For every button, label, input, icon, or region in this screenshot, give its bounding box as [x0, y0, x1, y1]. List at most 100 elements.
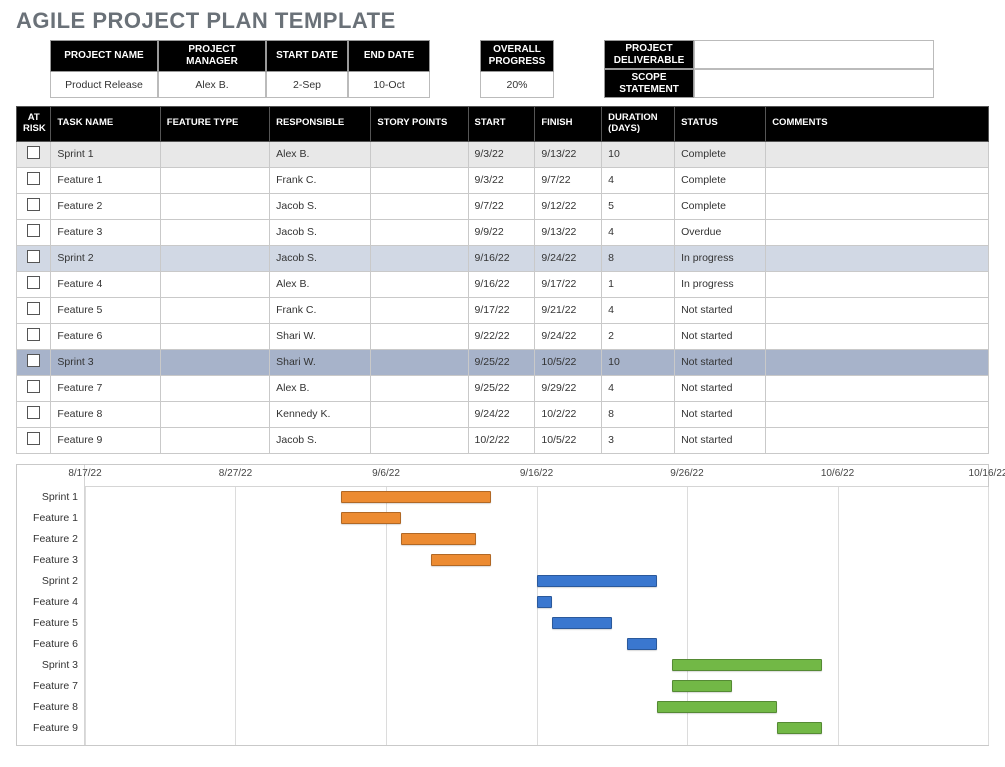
cell-task[interactable]: Feature 8 — [51, 401, 160, 427]
cell-feature_type[interactable] — [160, 245, 269, 271]
cell-comments[interactable] — [766, 323, 989, 349]
info-value[interactable]: 2-Sep — [266, 72, 348, 98]
info-value[interactable]: Product Release — [50, 72, 158, 98]
cell-story_points[interactable] — [371, 401, 468, 427]
cell-responsible[interactable]: Jacob S. — [270, 245, 371, 271]
info-value[interactable]: 10-Oct — [348, 72, 430, 98]
cell-task[interactable]: Feature 3 — [51, 219, 160, 245]
cell-finish[interactable]: 10/5/22 — [535, 349, 602, 375]
cell-status[interactable]: In progress — [675, 245, 766, 271]
cell-duration[interactable]: 4 — [602, 375, 675, 401]
cell-start[interactable]: 9/25/22 — [468, 375, 535, 401]
cell-start[interactable]: 9/22/22 — [468, 323, 535, 349]
cell-task[interactable]: Feature 6 — [51, 323, 160, 349]
cell-comments[interactable] — [766, 271, 989, 297]
gantt-bar[interactable] — [777, 722, 822, 734]
cell-status[interactable]: In progress — [675, 271, 766, 297]
cell-finish[interactable]: 9/17/22 — [535, 271, 602, 297]
cell-responsible[interactable]: Alex B. — [270, 375, 371, 401]
gantt-bar[interactable] — [537, 575, 657, 587]
cell-task[interactable]: Feature 9 — [51, 427, 160, 453]
cell-comments[interactable] — [766, 427, 989, 453]
gantt-bar[interactable] — [431, 554, 491, 566]
at-risk-checkbox[interactable] — [27, 302, 40, 315]
cell-duration[interactable]: 3 — [602, 427, 675, 453]
cell-start[interactable]: 9/9/22 — [468, 219, 535, 245]
cell-start[interactable]: 9/3/22 — [468, 141, 535, 167]
cell-feature_type[interactable] — [160, 141, 269, 167]
gantt-bar[interactable] — [627, 638, 657, 650]
cell-story_points[interactable] — [371, 141, 468, 167]
cell-status[interactable]: Not started — [675, 375, 766, 401]
cell-story_points[interactable] — [371, 323, 468, 349]
gantt-bar[interactable] — [341, 512, 401, 524]
at-risk-checkbox[interactable] — [27, 328, 40, 341]
cell-story_points[interactable] — [371, 427, 468, 453]
cell-task[interactable]: Sprint 3 — [51, 349, 160, 375]
cell-status[interactable]: Complete — [675, 141, 766, 167]
cell-task[interactable]: Feature 2 — [51, 193, 160, 219]
at-risk-checkbox[interactable] — [27, 276, 40, 289]
cell-start[interactable]: 9/25/22 — [468, 349, 535, 375]
cell-status[interactable]: Not started — [675, 401, 766, 427]
cell-feature_type[interactable] — [160, 349, 269, 375]
cell-finish[interactable]: 10/2/22 — [535, 401, 602, 427]
cell-feature_type[interactable] — [160, 401, 269, 427]
cell-responsible[interactable]: Kennedy K. — [270, 401, 371, 427]
cell-finish[interactable]: 9/24/22 — [535, 323, 602, 349]
cell-feature_type[interactable] — [160, 323, 269, 349]
cell-start[interactable]: 9/3/22 — [468, 167, 535, 193]
at-risk-checkbox[interactable] — [27, 354, 40, 367]
cell-feature_type[interactable] — [160, 375, 269, 401]
cell-start[interactable]: 9/16/22 — [468, 271, 535, 297]
gantt-bar[interactable] — [657, 701, 777, 713]
at-risk-checkbox[interactable] — [27, 172, 40, 185]
cell-task[interactable]: Feature 7 — [51, 375, 160, 401]
cell-finish[interactable]: 9/13/22 — [535, 219, 602, 245]
cell-start[interactable]: 9/7/22 — [468, 193, 535, 219]
cell-status[interactable]: Complete — [675, 167, 766, 193]
cell-duration[interactable]: 10 — [602, 141, 675, 167]
cell-story_points[interactable] — [371, 349, 468, 375]
cell-story_points[interactable] — [371, 297, 468, 323]
cell-comments[interactable] — [766, 219, 989, 245]
cell-status[interactable]: Not started — [675, 427, 766, 453]
info-value[interactable] — [694, 40, 934, 69]
info-value[interactable]: Alex B. — [158, 72, 266, 98]
cell-comments[interactable] — [766, 401, 989, 427]
cell-comments[interactable] — [766, 245, 989, 271]
cell-duration[interactable]: 10 — [602, 349, 675, 375]
cell-finish[interactable]: 9/21/22 — [535, 297, 602, 323]
cell-duration[interactable]: 4 — [602, 219, 675, 245]
cell-task[interactable]: Sprint 2 — [51, 245, 160, 271]
cell-responsible[interactable]: Frank C. — [270, 297, 371, 323]
cell-duration[interactable]: 8 — [602, 245, 675, 271]
cell-task[interactable]: Feature 5 — [51, 297, 160, 323]
cell-start[interactable]: 10/2/22 — [468, 427, 535, 453]
cell-duration[interactable]: 4 — [602, 297, 675, 323]
cell-duration[interactable]: 5 — [602, 193, 675, 219]
cell-responsible[interactable]: Jacob S. — [270, 427, 371, 453]
cell-feature_type[interactable] — [160, 167, 269, 193]
at-risk-checkbox[interactable] — [27, 224, 40, 237]
cell-finish[interactable]: 9/12/22 — [535, 193, 602, 219]
cell-feature_type[interactable] — [160, 219, 269, 245]
at-risk-checkbox[interactable] — [27, 198, 40, 211]
cell-responsible[interactable]: Shari W. — [270, 349, 371, 375]
cell-task[interactable]: Feature 4 — [51, 271, 160, 297]
cell-comments[interactable] — [766, 193, 989, 219]
cell-story_points[interactable] — [371, 245, 468, 271]
cell-finish[interactable]: 10/5/22 — [535, 427, 602, 453]
cell-story_points[interactable] — [371, 219, 468, 245]
gantt-bar[interactable] — [401, 533, 476, 545]
cell-responsible[interactable]: Alex B. — [270, 141, 371, 167]
cell-responsible[interactable]: Frank C. — [270, 167, 371, 193]
at-risk-checkbox[interactable] — [27, 146, 40, 159]
info-value[interactable]: 20% — [480, 72, 554, 98]
cell-finish[interactable]: 9/29/22 — [535, 375, 602, 401]
cell-story_points[interactable] — [371, 193, 468, 219]
cell-duration[interactable]: 1 — [602, 271, 675, 297]
cell-duration[interactable]: 8 — [602, 401, 675, 427]
cell-duration[interactable]: 4 — [602, 167, 675, 193]
gantt-bar[interactable] — [672, 659, 822, 671]
